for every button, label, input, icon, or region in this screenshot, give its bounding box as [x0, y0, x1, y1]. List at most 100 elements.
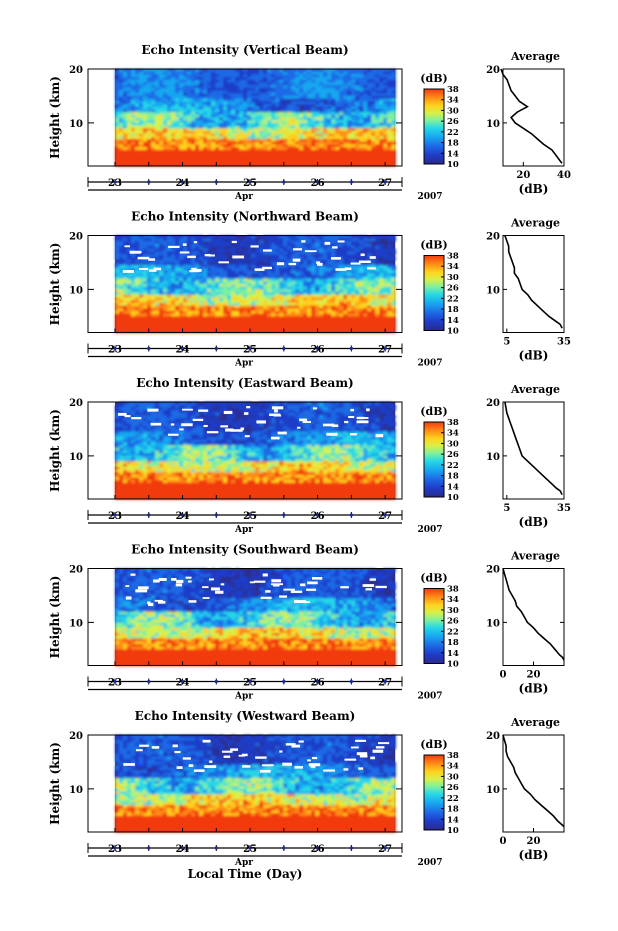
- heatmap-cell: [223, 329, 228, 334]
- heatmap-cell: [387, 262, 392, 266]
- heatmap-cell: [251, 69, 256, 73]
- heatmap-cell: [199, 246, 204, 250]
- heatmap-cell: [347, 125, 352, 129]
- heatmap-cell: [167, 319, 172, 323]
- heatmap-cell: [179, 273, 184, 277]
- heatmap-cell: [199, 101, 204, 105]
- heatmap-cell: [287, 251, 292, 255]
- heatmap-cell: [199, 251, 204, 255]
- heatmap-cell: [339, 248, 344, 253]
- heatmap-cell: [235, 130, 240, 135]
- heatmap-cell: [131, 93, 136, 97]
- panel-title: Echo Intensity (Northward Beam): [131, 210, 359, 224]
- heatmap-cell: [119, 310, 124, 315]
- heatmap-cell: [295, 122, 300, 127]
- heatmap-cell: [239, 141, 244, 146]
- heatmap-cell: [167, 267, 172, 272]
- heatmap-cell: [239, 243, 244, 247]
- heatmap-cell: [355, 136, 360, 140]
- heatmap-cell: [367, 270, 372, 274]
- heatmap-cell: [183, 122, 188, 127]
- heatmap-cell: [255, 319, 260, 323]
- heatmap-cell: [167, 284, 172, 288]
- heatmap-cell: [127, 77, 132, 81]
- heatmap-cell: [191, 316, 196, 320]
- heatmap-cell: [187, 85, 192, 89]
- heatmap-cell: [183, 238, 188, 242]
- heatmap-cell: [135, 77, 140, 81]
- heatmap-cell: [179, 265, 184, 269]
- heatmap-cell: [119, 87, 124, 92]
- heatmap-cell: [263, 95, 268, 100]
- heatmap-cell: [151, 308, 156, 312]
- heatmap-cell: [251, 104, 256, 108]
- heatmap-cell: [219, 149, 224, 154]
- heatmap-cell: [275, 308, 280, 312]
- heatmap-cell: [275, 139, 280, 143]
- heatmap-cell: [351, 257, 356, 261]
- heatmap-cell: [343, 117, 348, 121]
- heatmap-cell: [319, 308, 324, 312]
- heatmap-cell: [187, 308, 192, 312]
- heatmap-cell: [339, 297, 344, 301]
- heatmap-cell: [311, 136, 316, 140]
- heatmap-cell: [183, 163, 188, 167]
- heatmap-cell: [299, 147, 304, 151]
- heatmap-cell: [343, 319, 348, 323]
- heatmap-cell: [183, 281, 188, 285]
- y-tick-label: 10: [69, 119, 83, 130]
- heatmap-cell: [315, 112, 320, 116]
- heatmap-cell: [187, 71, 192, 75]
- heatmap-cell: [167, 308, 172, 312]
- heatmap-cell: [315, 305, 320, 309]
- heatmap-cell: [203, 136, 208, 140]
- heatmap-cell: [143, 136, 148, 140]
- heatmap-cell: [247, 327, 252, 331]
- heatmap-cell: [383, 85, 388, 89]
- heatmap-cell: [123, 149, 128, 154]
- heatmap-cell: [223, 254, 228, 258]
- heatmap-cell: [227, 284, 232, 288]
- heatmap-cell: [323, 133, 328, 137]
- heatmap-cell: [207, 149, 212, 154]
- heatmap-cell: [227, 82, 232, 86]
- colorbar: [423, 88, 445, 165]
- heatmap-cell: [367, 284, 372, 288]
- heatmap-cell: [287, 155, 292, 159]
- heatmap-cell: [207, 324, 212, 328]
- heatmap-cell: [295, 128, 300, 132]
- heatmap-cell: [311, 265, 316, 269]
- heatmap-cell: [303, 93, 308, 97]
- heatmap-cell: [207, 316, 212, 320]
- heatmap-cell: [327, 235, 332, 239]
- heatmap-cell: [251, 95, 256, 100]
- heatmap-cell: [215, 114, 220, 119]
- heatmap-cell: [203, 120, 208, 124]
- heatmap-cell: [227, 95, 232, 100]
- heatmap-cell: [335, 157, 340, 162]
- heatmap-cell: [271, 251, 276, 255]
- heatmap-cell: [379, 85, 384, 89]
- heatmap-cell: [343, 152, 348, 156]
- heatmap-cell: [135, 79, 140, 84]
- heatmap-cell: [271, 101, 276, 105]
- heatmap-cell: [299, 139, 304, 143]
- heatmap-cell: [115, 305, 120, 309]
- heatmap-cell: [119, 319, 124, 323]
- heatmap-cell: [207, 278, 212, 282]
- heatmap-cell: [183, 262, 188, 266]
- heatmap-cell: [379, 149, 384, 154]
- heatmap-cell: [287, 106, 292, 111]
- heatmap-cell: [275, 324, 280, 328]
- heatmap-cell: [183, 130, 188, 135]
- heatmap-cell: [367, 149, 372, 154]
- heatmap-cell: [139, 248, 144, 253]
- heatmap-cell: [391, 90, 396, 94]
- heatmap-cell: [123, 265, 128, 269]
- heatmap-cell: [307, 147, 312, 151]
- heatmap-cell: [391, 117, 396, 121]
- heatmap-cell: [311, 262, 316, 266]
- heatmap-cell: [347, 149, 352, 154]
- heatmap-cell: [159, 308, 164, 312]
- heatmap-cell: [187, 114, 192, 119]
